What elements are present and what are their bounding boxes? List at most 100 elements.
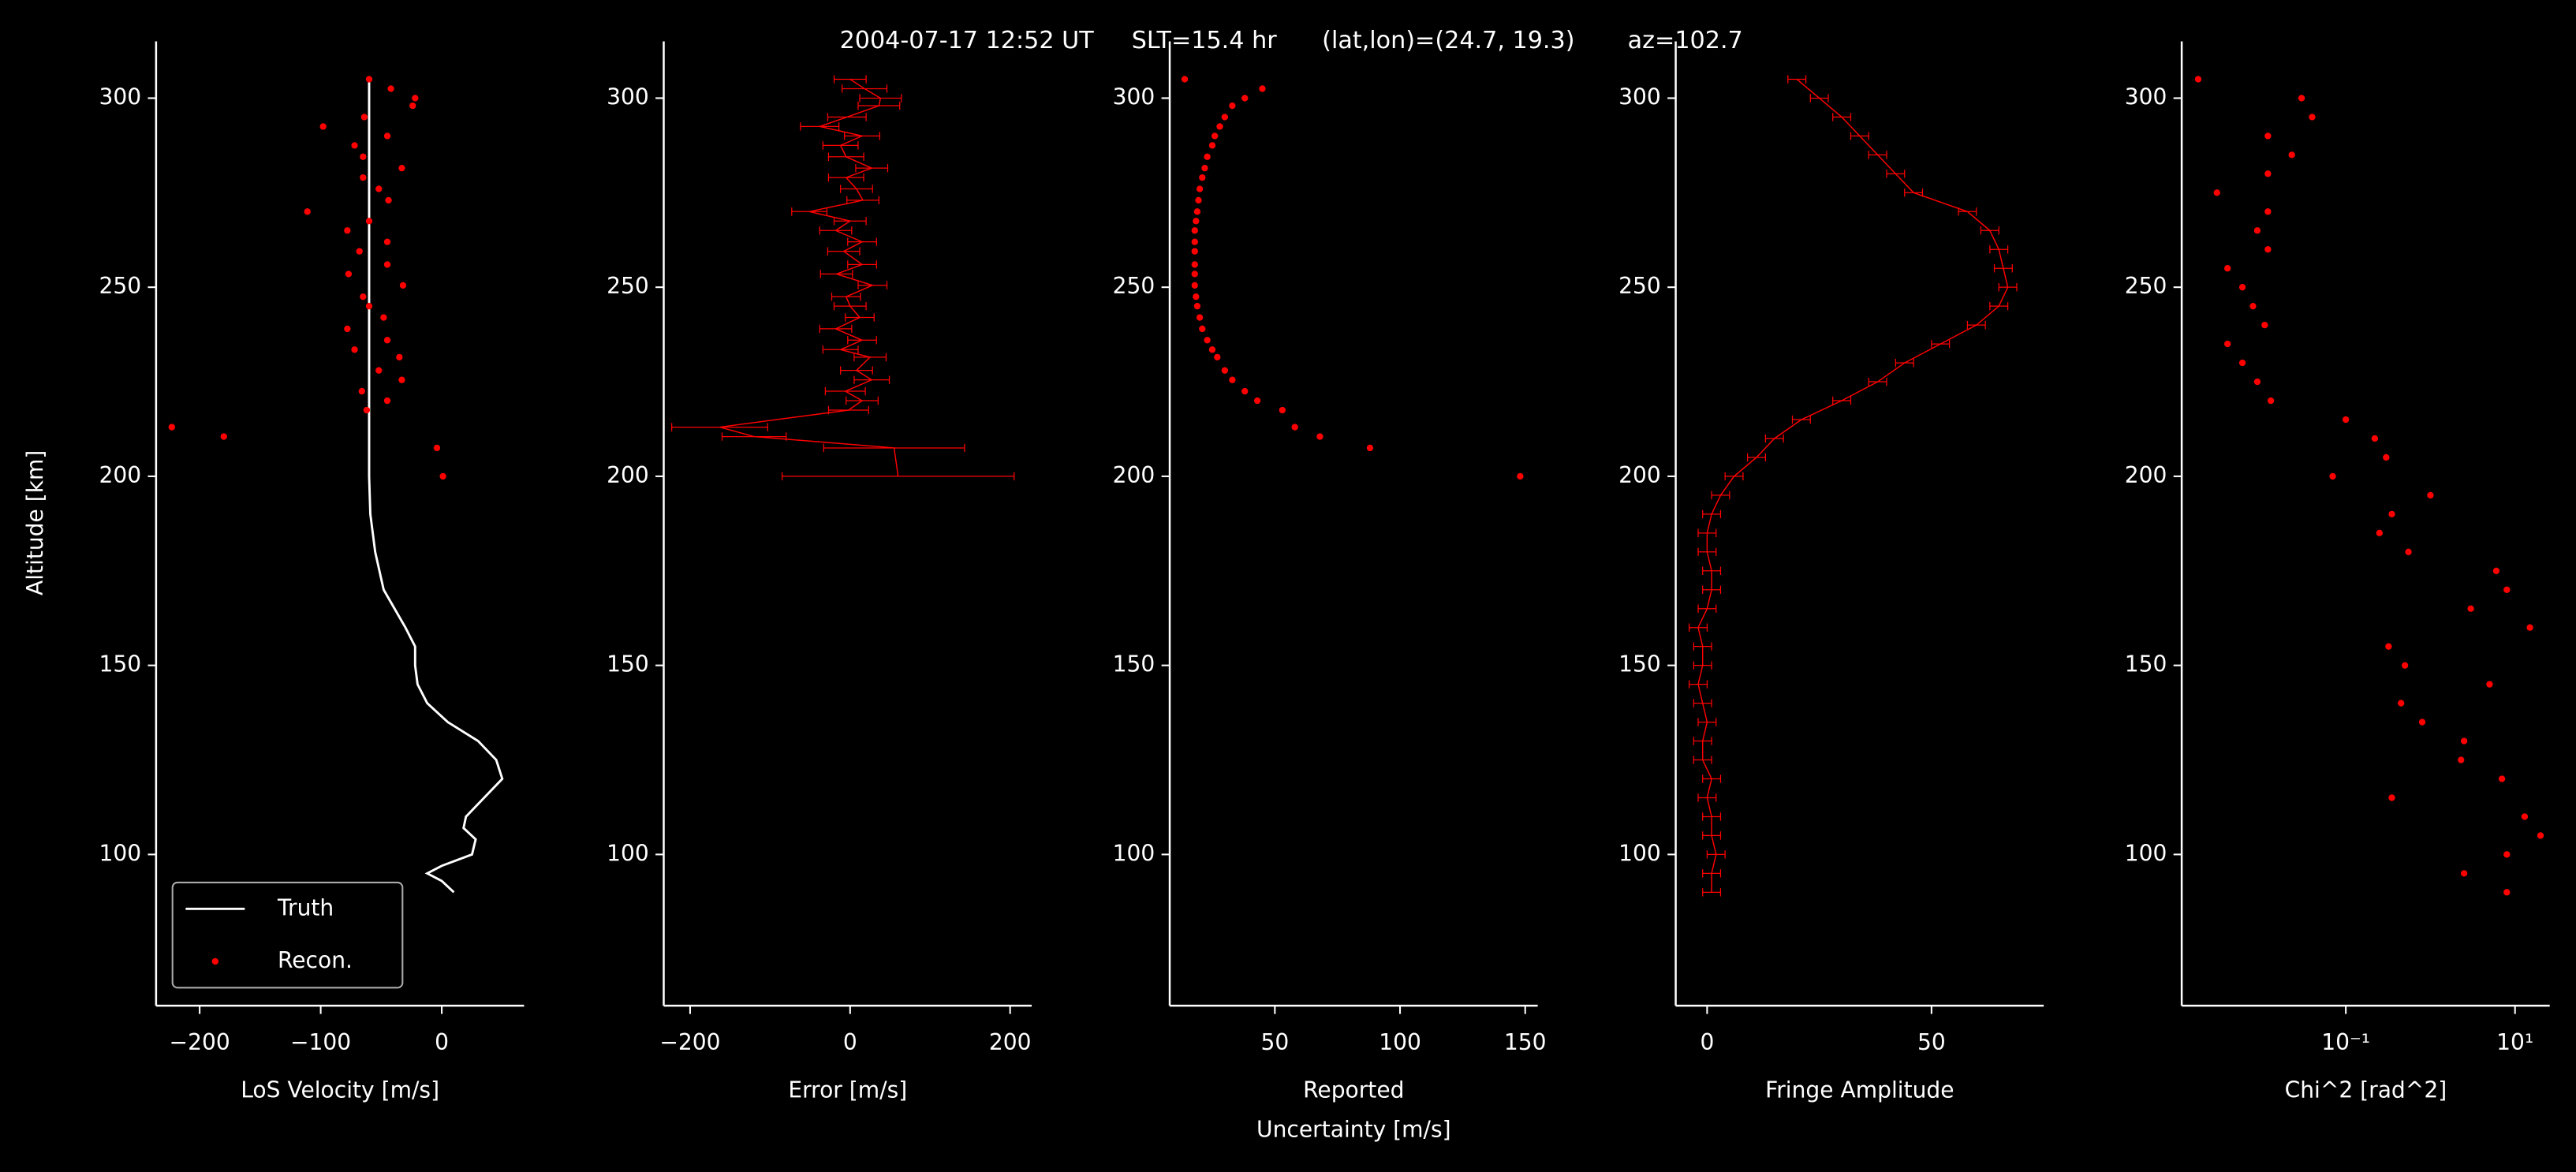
data-point bbox=[365, 218, 373, 225]
data-point bbox=[345, 271, 353, 278]
data-point bbox=[398, 376, 405, 383]
data-point bbox=[2526, 624, 2533, 631]
data-point bbox=[304, 208, 311, 215]
data-point bbox=[1193, 208, 1201, 215]
data-point bbox=[1241, 387, 1249, 395]
x-axis-label: Reported bbox=[1303, 1077, 1404, 1103]
data-point bbox=[2298, 95, 2305, 102]
data-point bbox=[2253, 227, 2261, 234]
data-point bbox=[2503, 851, 2511, 858]
data-point bbox=[1517, 472, 1524, 480]
data-point bbox=[2238, 284, 2246, 291]
y-tick-label: 300 bbox=[1113, 84, 1155, 110]
data-line bbox=[719, 78, 899, 477]
data-point bbox=[433, 444, 441, 452]
data-point bbox=[1279, 406, 1286, 414]
data-point bbox=[2460, 870, 2468, 877]
y-tick-label: 150 bbox=[99, 651, 141, 677]
y-tick-label: 200 bbox=[2125, 462, 2167, 488]
data-point bbox=[383, 133, 391, 140]
x-tick-label: 100 bbox=[1379, 1029, 1421, 1055]
y-tick-label: 200 bbox=[1618, 462, 1661, 488]
x-tick-label: −200 bbox=[170, 1029, 230, 1055]
x-tick-label: 10⁻¹ bbox=[2321, 1029, 2370, 1055]
data-point bbox=[1316, 433, 1323, 440]
data-point bbox=[2224, 340, 2231, 348]
data-point bbox=[2329, 472, 2336, 480]
x-axis-label: Fringe Amplitude bbox=[1765, 1077, 1954, 1103]
data-point bbox=[1229, 102, 1236, 110]
data-point bbox=[383, 397, 391, 405]
data-point bbox=[1195, 196, 1202, 204]
y-tick-label: 100 bbox=[1618, 840, 1661, 866]
data-point bbox=[1191, 261, 1198, 268]
data-point bbox=[1229, 376, 1236, 383]
x-tick-label: 50 bbox=[1917, 1029, 1946, 1055]
data-point bbox=[2537, 832, 2544, 839]
data-point bbox=[383, 261, 391, 268]
data-point bbox=[387, 85, 394, 92]
data-point bbox=[1208, 346, 1216, 353]
data-point bbox=[385, 196, 392, 204]
data-point bbox=[2288, 151, 2295, 159]
data-point bbox=[1204, 337, 1211, 344]
data-point bbox=[1181, 76, 1189, 83]
y-tick-label: 300 bbox=[99, 84, 141, 110]
data-point bbox=[1253, 397, 1261, 405]
y-tick-label: 200 bbox=[607, 462, 649, 488]
data-point bbox=[356, 248, 363, 255]
data-point bbox=[2460, 737, 2468, 745]
data-point bbox=[2388, 510, 2395, 518]
data-point bbox=[319, 123, 327, 130]
data-point bbox=[1196, 185, 1204, 192]
data-point bbox=[1199, 174, 1206, 181]
data-point bbox=[363, 406, 371, 414]
data-point bbox=[1196, 314, 1204, 321]
y-tick-label: 100 bbox=[99, 840, 141, 866]
data-point bbox=[2238, 359, 2246, 367]
data-point bbox=[2261, 321, 2268, 329]
data-point bbox=[1241, 95, 1249, 102]
data-point bbox=[365, 76, 373, 83]
data-point bbox=[2194, 76, 2202, 83]
data-point bbox=[2458, 756, 2465, 763]
x-tick-label: 0 bbox=[1700, 1029, 1714, 1055]
y-tick-label: 250 bbox=[1618, 273, 1661, 299]
data-point bbox=[2267, 397, 2275, 405]
data-point bbox=[375, 185, 383, 192]
x-axis-label: Uncertainty [m/s] bbox=[1256, 1116, 1451, 1142]
data-point bbox=[360, 114, 368, 121]
data-point bbox=[2405, 548, 2412, 555]
data-point bbox=[1201, 164, 1208, 172]
data-point bbox=[2371, 435, 2379, 442]
y-tick-label: 300 bbox=[1618, 84, 1661, 110]
data-point bbox=[2498, 775, 2506, 782]
y-tick-label: 150 bbox=[2125, 651, 2167, 677]
data-point bbox=[1291, 424, 1298, 431]
data-point bbox=[365, 302, 373, 310]
x-tick-label: 50 bbox=[1260, 1029, 1289, 1055]
data-point bbox=[2264, 170, 2272, 177]
data-point bbox=[1191, 227, 1198, 234]
y-axis-label: Altitude [km] bbox=[22, 450, 48, 595]
data-point bbox=[1193, 218, 1200, 225]
y-tick-label: 100 bbox=[607, 840, 649, 866]
x-tick-label: 10¹ bbox=[2496, 1029, 2533, 1055]
x-axis-label: Chi^2 [rad^2] bbox=[2285, 1077, 2447, 1103]
data-point bbox=[2309, 114, 2316, 121]
data-point bbox=[2264, 246, 2272, 253]
figure-title: 2004-07-17 12:52 UT SLT=15.4 hr (lat,lon… bbox=[840, 27, 1743, 54]
data-point bbox=[2492, 567, 2500, 574]
data-point bbox=[1221, 367, 1229, 374]
legend-marker bbox=[211, 957, 219, 965]
x-tick-label: −200 bbox=[659, 1029, 720, 1055]
data-point bbox=[2486, 681, 2493, 688]
x-axis-label: Error [m/s] bbox=[788, 1077, 907, 1103]
legend-label: Truth bbox=[277, 894, 334, 920]
data-point bbox=[380, 314, 387, 321]
data-point bbox=[2249, 302, 2257, 310]
y-tick-label: 150 bbox=[1113, 651, 1155, 677]
